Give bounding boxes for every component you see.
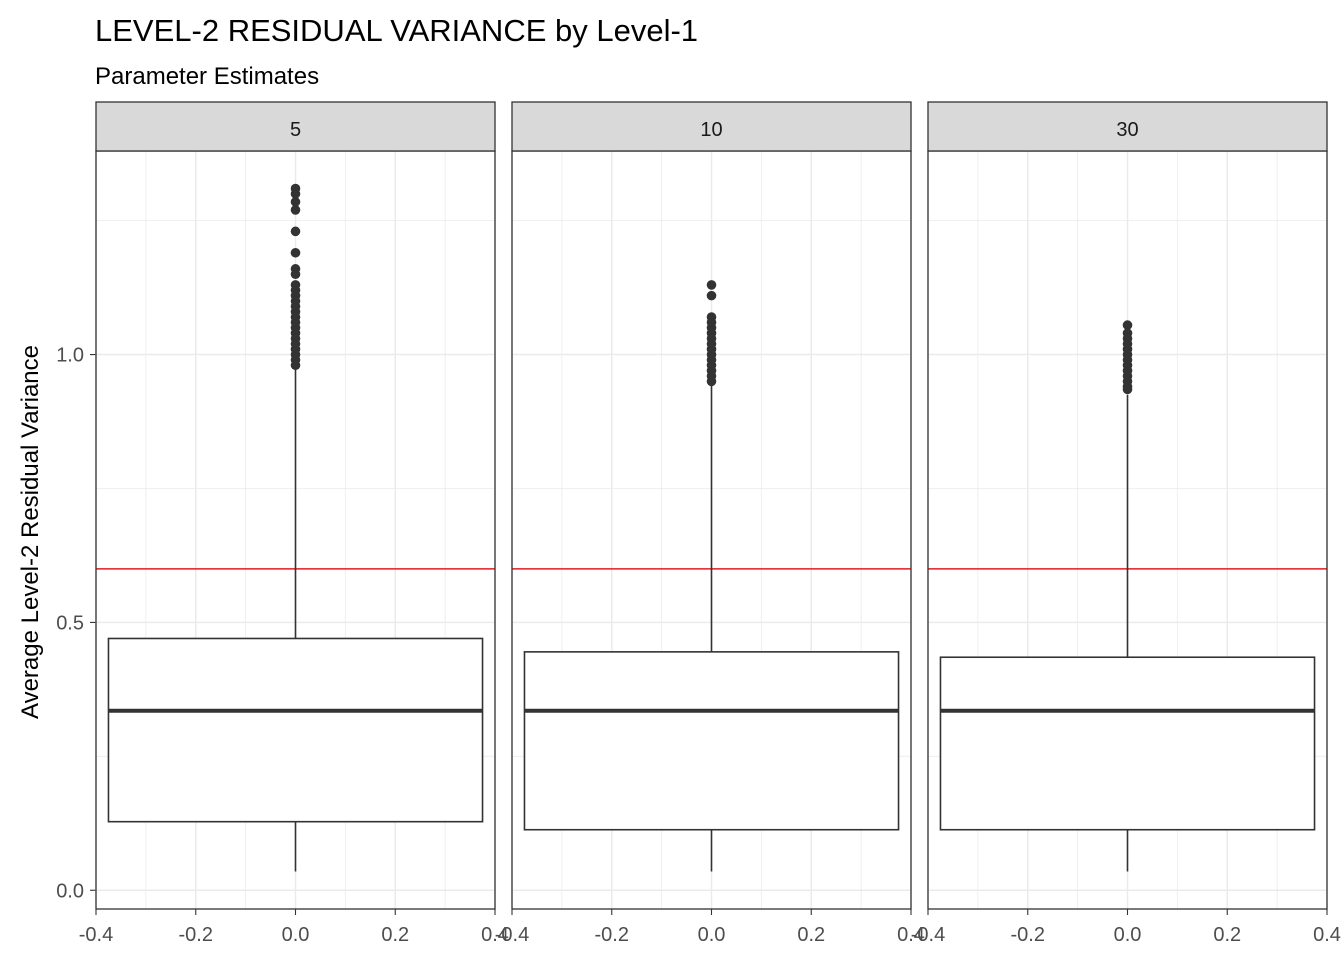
outlier-point [290,205,301,215]
box [107,637,484,823]
y-axis-label: Average Level-2 Residual Variance [17,345,44,719]
x-tick-label: -0.4 [911,924,945,946]
x-tick-label: 0.4 [481,924,509,946]
facet-panels: 5 -0.4 -0.2 0.0 0.2 0.4 10 -0.4 -0.2 0.0 0.2 0.4 30 -… [79,101,1341,946]
x-tick-label: -0.4 [79,924,113,946]
x-tick-label: -0.2 [595,924,629,946]
x-tick-label: 0.2 [1213,924,1241,946]
facet-panel-5: 5 -0.4 -0.2 0.0 0.2 0.4 [79,101,509,946]
outlier-point [290,269,301,280]
outlier-point [290,189,301,199]
chart-title: LEVEL-2 RESIDUAL VARIANCE by Level-1 [95,13,698,48]
outlier-point [290,360,301,371]
outlier-point [1122,320,1133,330]
y-axis: 0.0 0.5 1.0 [56,345,96,902]
x-tick-label: 0.0 [1114,924,1142,946]
facet-strip [927,101,1328,152]
y-tick-label: 0.0 [56,880,84,902]
outlier-point [290,226,301,237]
facet-panel-30: 30 -0.4 -0.2 0.0 0.2 0.4 [911,101,1341,946]
outlier-point [706,280,717,290]
box [939,656,1316,831]
x-tick-label: 0.0 [698,924,726,946]
chart-subtitle: Parameter Estimates [95,63,319,90]
x-tick-label: 0.4 [897,924,925,946]
x-tick-label: 0.2 [797,924,825,946]
facet-strip [511,101,912,152]
facet-strip-label: 30 [1116,119,1138,141]
x-tick-label: 0.2 [381,924,409,946]
y-tick-label: 1.0 [56,345,84,367]
y-tick-label: 0.5 [56,612,84,634]
x-tick-label: -0.2 [179,924,213,946]
facet-strip-label: 10 [700,119,722,141]
outlier-point [290,197,301,207]
x-tick-label: 0.0 [282,924,310,946]
x-tick-label: -0.4 [495,924,529,946]
outlier-point [706,376,717,387]
outlier-point [706,290,717,301]
box [523,651,900,831]
x-tick-label: 0.4 [1313,924,1341,946]
outlier-point [290,247,301,258]
facet-strip [95,101,496,152]
facet-panel-10: 10 -0.4 -0.2 0.0 0.2 0.4 [495,101,925,946]
facet-strip-label: 5 [290,119,301,141]
x-tick-label: -0.2 [1011,924,1045,946]
outlier-point [1122,384,1133,395]
